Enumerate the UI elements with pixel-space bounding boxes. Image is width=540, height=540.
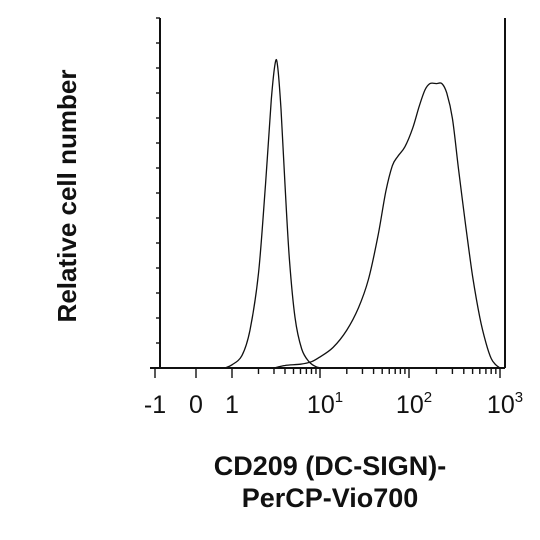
- y-axis-label: Relative cell number: [52, 70, 82, 323]
- x-tick-label: 102: [396, 389, 432, 419]
- x-axis-ticks: [154, 368, 501, 378]
- x-tick-labels: -1 0 1 101 102 103: [144, 389, 523, 419]
- x-tick-label: 0: [189, 391, 203, 419]
- y-axis-ticks: [156, 17, 160, 369]
- plot-frame: [150, 18, 506, 369]
- x-tick-label: 1: [225, 391, 239, 419]
- histogram-curves: [224, 58, 501, 369]
- x-axis-label-line-1: CD209 (DC-SIGN)-: [214, 451, 447, 481]
- x-axis-label-line-2: PerCP-Vio700: [242, 483, 419, 513]
- stained-histogram-curve: [273, 82, 501, 369]
- x-tick-label: 101: [307, 389, 343, 419]
- x-tick-label: -1: [144, 391, 166, 419]
- control-histogram-curve: [224, 58, 323, 369]
- x-tick-label: 103: [487, 389, 523, 419]
